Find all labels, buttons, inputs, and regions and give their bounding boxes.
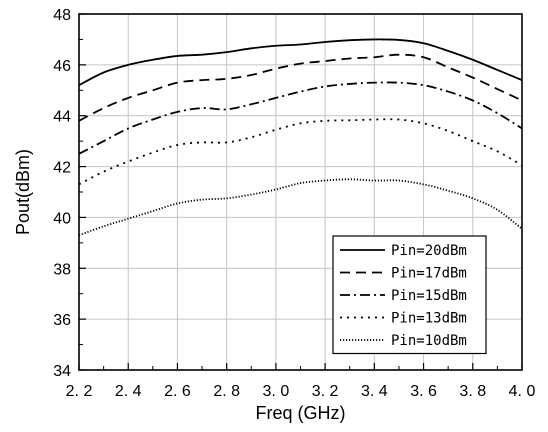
y-tick-label: 46 <box>53 58 71 75</box>
x-tick-label: 3. 6 <box>410 383 437 400</box>
y-tick-label: 48 <box>53 7 71 24</box>
y-tick-label: 44 <box>53 109 71 126</box>
x-tick-label: 2. 4 <box>115 383 142 400</box>
legend: Pin=20dBm Pin=17dBm Pin=15dBm Pin=13dBm Pin=… <box>332 235 487 355</box>
y-tick-label: 38 <box>53 261 71 278</box>
y-tick-label: 36 <box>53 312 71 329</box>
legend-box <box>332 235 487 355</box>
series-line <box>78 38 523 86</box>
y-tick-label: 34 <box>53 363 71 380</box>
x-axis-label: Freq (GHz) <box>256 403 346 423</box>
y-tick-label: 42 <box>53 160 71 177</box>
legend-label: Pin=13dBm <box>391 311 467 327</box>
legend-label: Pin=10dBm <box>391 333 467 349</box>
x-tick-label: 3. 2 <box>312 383 339 400</box>
x-tick-label: 3. 4 <box>361 383 388 400</box>
series-line <box>78 118 523 186</box>
series-lines <box>78 38 523 237</box>
x-tick-label: 2. 6 <box>164 383 191 400</box>
legend-label: Pin=20dBm <box>391 243 467 259</box>
series-line <box>78 178 523 237</box>
x-tick-label: 4. 0 <box>509 383 536 400</box>
x-tick-label: 3. 0 <box>263 383 290 400</box>
series-line <box>78 53 523 122</box>
x-tick-labels: 2. 2 2. 4 2. 6 2. 8 3. 0 3. 2 3. 4 3. 6 3. 8 4. 0 <box>66 383 536 400</box>
plot-frame <box>78 13 523 371</box>
x-tick-label: 3. 8 <box>459 383 486 400</box>
series-line <box>78 81 523 155</box>
x-tick-label: 2. 2 <box>66 383 93 400</box>
y-tick-label: 40 <box>53 210 71 227</box>
legend-label: Pin=15dBm <box>391 288 467 304</box>
x-tick-label: 2. 8 <box>213 383 240 400</box>
y-axis-label: Pout(dBm) <box>13 149 33 235</box>
y-tick-labels: 34 36 38 40 42 44 46 48 <box>53 7 71 380</box>
legend-label: Pin=17dBm <box>391 266 467 282</box>
